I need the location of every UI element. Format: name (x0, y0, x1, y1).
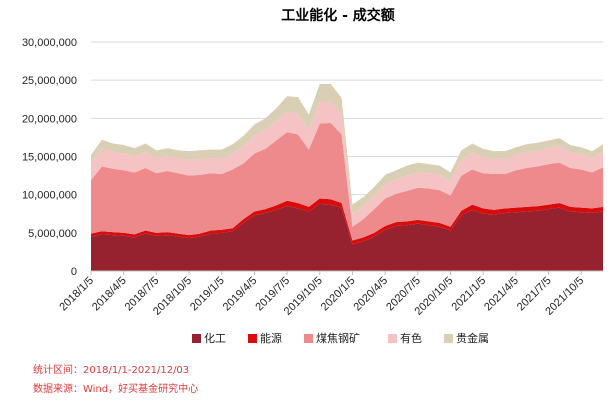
legend-swatch (248, 334, 257, 343)
legend-label: 化工 (204, 331, 226, 345)
legend-swatch (304, 334, 313, 343)
y-tick-label: 10,000,000 (22, 190, 77, 202)
legend-swatch (192, 334, 201, 343)
y-tick-label: 30,000,000 (22, 37, 77, 49)
y-tick-label: 5,000,000 (28, 228, 77, 240)
x-tick-label: 2020/1/5 (319, 275, 358, 314)
x-tick-label: 2018/1/5 (57, 275, 96, 314)
legend-label: 煤焦钢矿 (316, 332, 360, 345)
x-tick-label: 2021/4/5 (482, 275, 521, 314)
legend-label: 能源 (260, 331, 282, 345)
x-tick-label: 2019/4/5 (221, 275, 260, 314)
y-tick-label: 20,000,000 (22, 113, 77, 125)
period-note: 统计区间：2018/1/1-2021/12/03 (33, 365, 190, 376)
plot-areas (91, 83, 603, 271)
legend-label: 贵金属 (456, 331, 489, 345)
y-tick-label: 15,000,000 (22, 152, 77, 164)
legend-label: 有色 (400, 331, 422, 345)
legend: 化工 能源 煤焦钢矿 有色 贵金属 (192, 331, 489, 345)
x-tick-label: 2018/4/5 (90, 275, 129, 314)
y-tick-label: 0 (71, 266, 77, 278)
legend-swatch (444, 334, 453, 343)
area-series-1 (91, 198, 603, 245)
area-series-0 (91, 203, 603, 271)
y-tick-label: 25,000,000 (22, 75, 77, 87)
area-series-2 (91, 122, 603, 241)
x-tick-label: 2019/1/5 (188, 275, 227, 314)
legend-swatch (388, 334, 397, 343)
area-series-3 (91, 101, 603, 227)
x-tick-label: 2021/1/5 (450, 275, 489, 314)
x-tick-label: 2020/4/5 (351, 275, 390, 314)
chart-title: 工业能化 - 成交额 (281, 7, 395, 24)
source-note: 数据来源：Wind，好买基金研究中心 (33, 384, 199, 395)
